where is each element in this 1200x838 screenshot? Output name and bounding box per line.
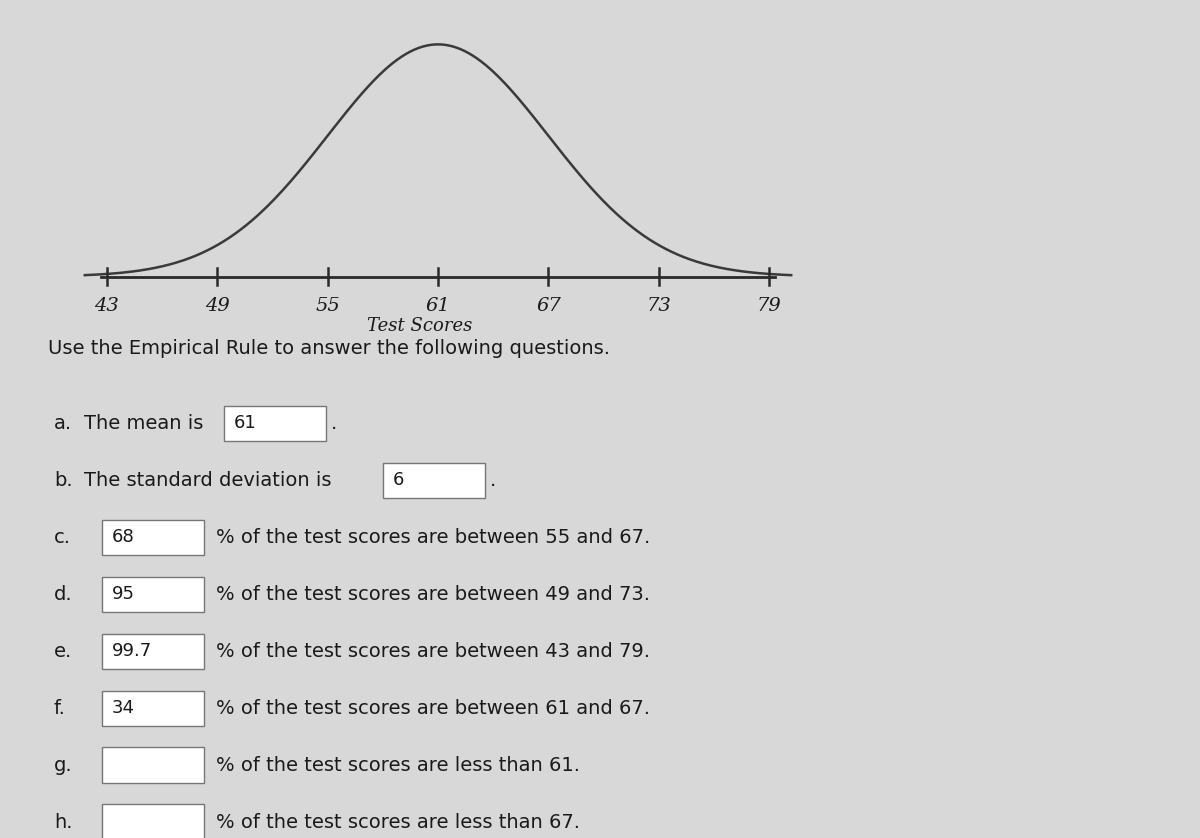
- Text: % of the test scores are less than 67.: % of the test scores are less than 67.: [216, 813, 580, 831]
- Text: 34: 34: [112, 699, 134, 717]
- Text: % of the test scores are between 55 and 67.: % of the test scores are between 55 and …: [216, 528, 650, 546]
- Text: 79: 79: [757, 297, 781, 315]
- Text: The standard deviation is: The standard deviation is: [84, 471, 331, 489]
- Text: 49: 49: [205, 297, 229, 315]
- Text: a.: a.: [54, 414, 72, 432]
- Text: 61: 61: [426, 297, 450, 315]
- Text: Use the Empirical Rule to answer the following questions.: Use the Empirical Rule to answer the fol…: [48, 339, 610, 359]
- Text: 95: 95: [112, 585, 134, 603]
- Text: 99.7: 99.7: [112, 642, 152, 660]
- Text: 6: 6: [394, 471, 404, 489]
- Text: % of the test scores are between 49 and 73.: % of the test scores are between 49 and …: [216, 585, 650, 603]
- Text: The mean is: The mean is: [84, 414, 203, 432]
- Text: g.: g.: [54, 756, 73, 774]
- Text: e.: e.: [54, 642, 72, 660]
- Text: 43: 43: [95, 297, 119, 315]
- Text: % of the test scores are between 43 and 79.: % of the test scores are between 43 and …: [216, 642, 650, 660]
- Text: c.: c.: [54, 528, 71, 546]
- Text: h.: h.: [54, 813, 72, 831]
- Text: b.: b.: [54, 471, 73, 489]
- Text: d.: d.: [54, 585, 73, 603]
- Text: 67: 67: [536, 297, 560, 315]
- Text: % of the test scores are less than 61.: % of the test scores are less than 61.: [216, 756, 580, 774]
- Text: Test Scores: Test Scores: [367, 317, 473, 334]
- Text: .: .: [491, 471, 497, 489]
- Text: 73: 73: [647, 297, 671, 315]
- Text: % of the test scores are between 61 and 67.: % of the test scores are between 61 and …: [216, 699, 650, 717]
- Text: f.: f.: [54, 699, 66, 717]
- Text: 55: 55: [316, 297, 340, 315]
- Text: 61: 61: [233, 414, 256, 432]
- Text: 68: 68: [112, 528, 134, 546]
- Text: .: .: [331, 414, 337, 432]
